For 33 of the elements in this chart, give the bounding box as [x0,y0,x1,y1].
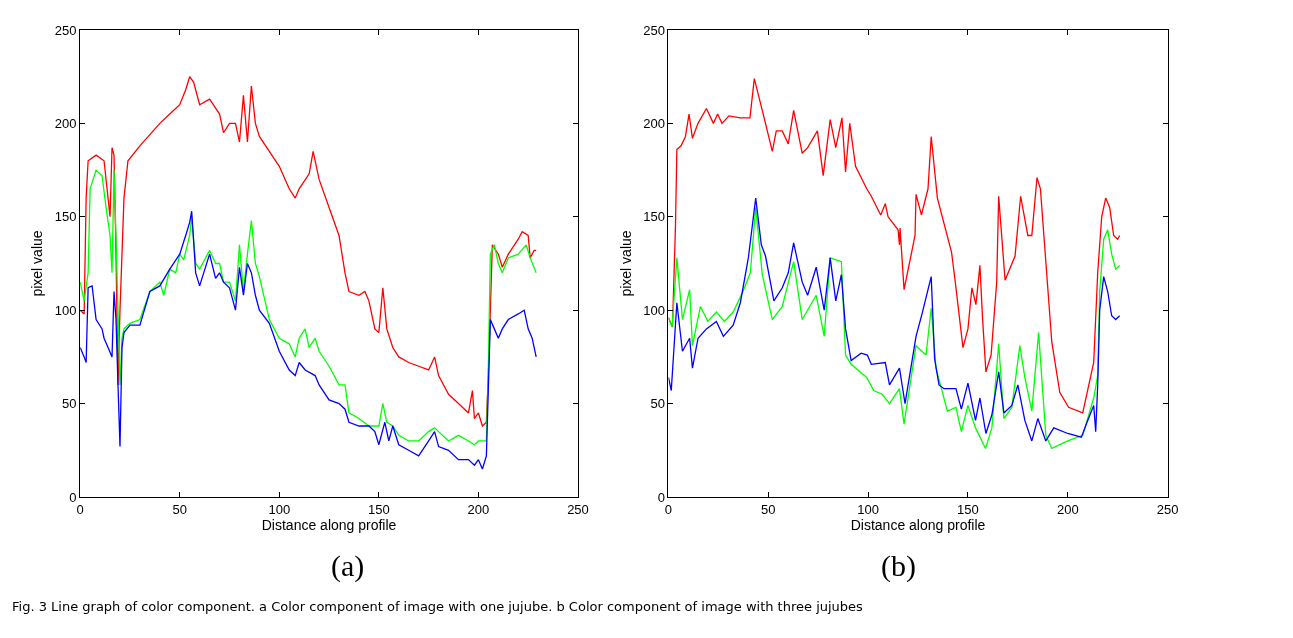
y-axis-title: pixel value [29,230,46,297]
text: (a) [331,549,365,583]
x-tick-label: 100 [857,501,879,517]
text: (b) [881,549,916,583]
y-tick-label: 250 [643,22,665,38]
x-tick-label: 100 [268,501,291,517]
x-axis-title: Distance along profile [850,516,986,533]
x-tick-label: 200 [467,501,490,517]
x-axis-title: Distance along profile [261,516,397,533]
y-tick-label: 0 [657,489,665,505]
y-tick-label: 0 [69,489,77,505]
line-series [668,77,1121,414]
x-tick-label: 250 [567,501,589,517]
x-tick-label: 200 [1056,501,1079,517]
y-tick-label: 50 [650,396,665,412]
caption: Fig. 3 Line graph of color component. a Color component of image with one jujube. b Color component of image with three jujubes [12,599,864,614]
line-series [80,210,537,470]
x-tick-label: 50 [172,501,187,517]
x-tick-label: 150 [367,501,390,517]
y-tick-label: 200 [643,115,665,131]
y-tick-label: 150 [643,209,665,225]
y-tick-label: 100 [643,302,665,318]
x-tick-label: 150 [957,501,979,517]
x-tick-label: 250 [1156,501,1179,517]
y-tick-label: 150 [54,209,77,225]
y-tick-label: 200 [54,115,77,131]
x-tick-label: 50 [761,501,776,517]
line-series [80,76,537,427]
y-tick-label: 250 [54,22,77,38]
line-series [80,169,537,446]
y-tick-label: 100 [54,302,77,318]
y-tick-label: 50 [62,396,77,412]
y-axis-title: pixel value [617,230,634,297]
